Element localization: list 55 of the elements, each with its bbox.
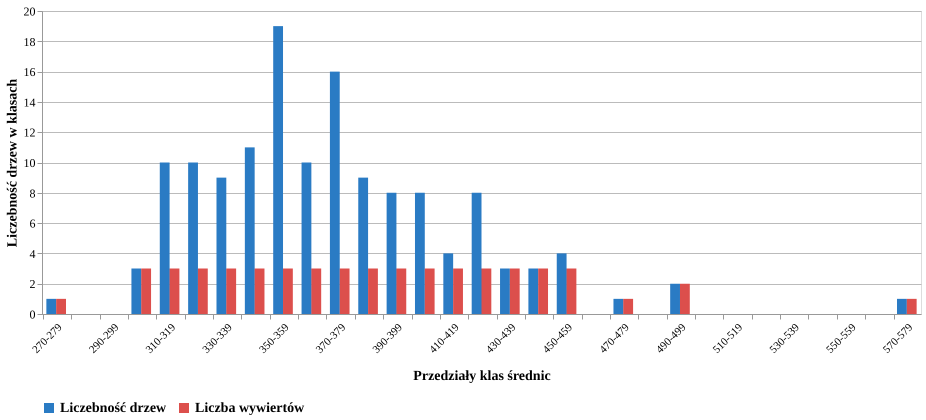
bar (216, 178, 226, 314)
bar (254, 268, 264, 314)
y-tick-label: 20 (24, 4, 36, 18)
bar (368, 268, 378, 314)
y-tick-label: 14 (24, 95, 36, 110)
bar (613, 298, 624, 314)
bar (906, 298, 917, 314)
y-tick-label: 16 (24, 65, 36, 80)
bar (56, 298, 66, 314)
bar (528, 268, 538, 314)
bar (680, 284, 690, 314)
bar (358, 178, 368, 314)
bar (556, 253, 567, 314)
bar (414, 192, 425, 314)
y-axis-title: Liczebność drzew w klasach (6, 78, 20, 248)
bar (198, 268, 208, 314)
bar (170, 268, 180, 314)
bar (482, 268, 492, 314)
x-axis-title: Przedziały klas średnic (413, 369, 551, 384)
bar (302, 162, 312, 314)
bar (623, 298, 634, 314)
bar (670, 284, 680, 314)
bar (141, 268, 152, 314)
bar (330, 72, 340, 314)
legend-label: Liczebność drzew (60, 401, 168, 416)
legend-label: Liczba wywiertów (195, 401, 306, 416)
bar (188, 162, 198, 314)
bar (160, 162, 170, 314)
bar (244, 147, 255, 314)
bar (226, 268, 236, 314)
y-tick-label: 6 (30, 216, 36, 231)
bar (424, 268, 435, 314)
bar (566, 268, 576, 314)
bar (283, 268, 293, 314)
y-tick-label: 12 (24, 126, 36, 140)
bar (131, 268, 142, 314)
bar (273, 26, 284, 314)
y-tick-label: 0 (30, 308, 36, 322)
bar (453, 268, 463, 314)
bar (472, 192, 482, 314)
bar (443, 253, 454, 314)
bar (897, 298, 907, 314)
bar (500, 268, 510, 314)
bar (46, 298, 56, 314)
bar (311, 268, 322, 314)
bar (340, 268, 350, 314)
y-tick-label: 10 (24, 156, 36, 170)
y-tick-label: 4 (30, 246, 36, 261)
bar (510, 268, 520, 314)
bar (538, 268, 548, 314)
y-tick-label: 18 (24, 34, 36, 49)
bar (396, 268, 406, 314)
y-tick-label: 2 (30, 277, 36, 292)
bar (386, 192, 396, 314)
y-tick-label: 8 (30, 186, 36, 200)
